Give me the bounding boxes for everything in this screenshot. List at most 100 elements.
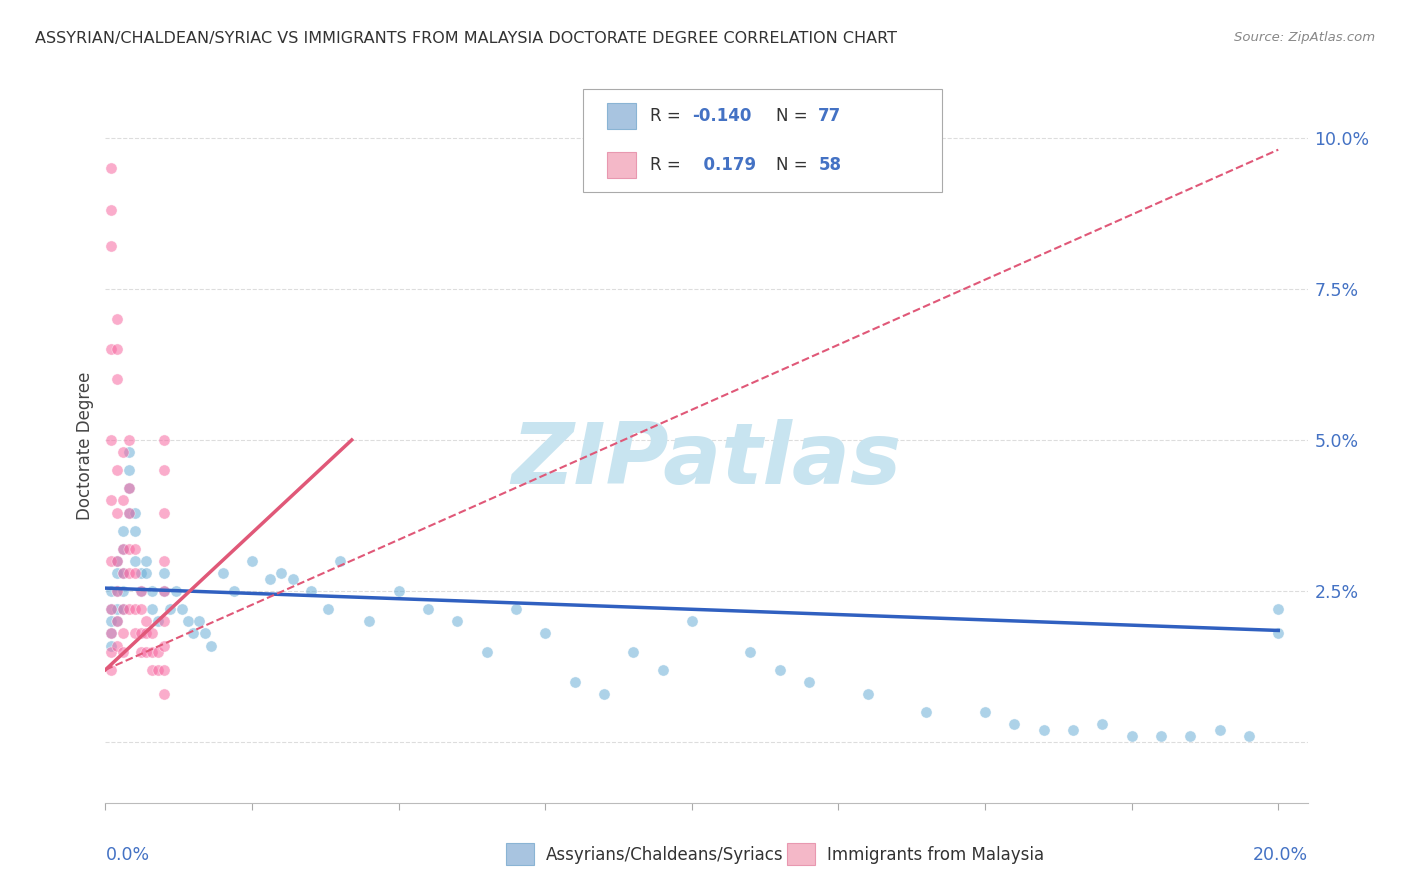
Point bbox=[112, 566, 135, 580]
Point bbox=[100, 626, 122, 640]
Point bbox=[124, 566, 146, 580]
Text: 0.0%: 0.0% bbox=[105, 846, 149, 863]
Point bbox=[129, 584, 152, 599]
Point bbox=[100, 645, 122, 659]
Point bbox=[148, 663, 170, 677]
Point bbox=[141, 602, 163, 616]
Point bbox=[153, 687, 176, 701]
Point bbox=[148, 645, 170, 659]
Text: 77: 77 bbox=[818, 107, 842, 125]
Text: R =: R = bbox=[650, 107, 686, 125]
Point bbox=[118, 481, 141, 495]
Point bbox=[1267, 626, 1289, 640]
Point bbox=[141, 645, 163, 659]
Point bbox=[141, 663, 163, 677]
Point bbox=[153, 584, 176, 599]
Point bbox=[856, 687, 879, 701]
Point bbox=[100, 433, 122, 447]
Point bbox=[124, 524, 146, 538]
Point bbox=[165, 584, 187, 599]
Point bbox=[105, 615, 128, 629]
Point bbox=[100, 584, 122, 599]
Point bbox=[1002, 717, 1025, 731]
Point bbox=[124, 506, 146, 520]
Point bbox=[105, 312, 128, 326]
Point bbox=[224, 584, 246, 599]
Point bbox=[112, 445, 135, 459]
Point bbox=[100, 615, 122, 629]
Point bbox=[100, 602, 122, 616]
Point bbox=[1032, 723, 1054, 738]
Point bbox=[129, 626, 152, 640]
Point bbox=[100, 161, 122, 175]
Point bbox=[446, 615, 468, 629]
Point bbox=[105, 343, 128, 357]
Point bbox=[135, 626, 157, 640]
Text: 58: 58 bbox=[818, 156, 841, 174]
Point bbox=[259, 572, 281, 586]
Point bbox=[112, 645, 135, 659]
Point bbox=[194, 626, 217, 640]
Point bbox=[170, 602, 193, 616]
Point bbox=[564, 674, 586, 689]
Point bbox=[112, 566, 135, 580]
Point bbox=[105, 602, 128, 616]
Point bbox=[118, 602, 141, 616]
Text: R =: R = bbox=[650, 156, 686, 174]
Point bbox=[112, 602, 135, 616]
Point bbox=[100, 626, 122, 640]
Point bbox=[112, 626, 135, 640]
Point bbox=[100, 493, 122, 508]
Point bbox=[100, 203, 122, 218]
Point bbox=[135, 554, 157, 568]
Point bbox=[129, 584, 152, 599]
Point bbox=[124, 626, 146, 640]
Text: -0.140: -0.140 bbox=[692, 107, 751, 125]
Y-axis label: Doctorate Degree: Doctorate Degree bbox=[76, 372, 94, 520]
Point bbox=[681, 615, 703, 629]
Point bbox=[359, 615, 381, 629]
Point bbox=[105, 372, 128, 386]
Point bbox=[1180, 729, 1202, 743]
Point bbox=[105, 554, 128, 568]
Point bbox=[270, 566, 292, 580]
Point bbox=[1062, 723, 1084, 738]
Point bbox=[1150, 729, 1173, 743]
Point bbox=[1121, 729, 1143, 743]
Point bbox=[316, 602, 339, 616]
Point bbox=[159, 602, 181, 616]
Point bbox=[505, 602, 527, 616]
Text: Immigrants from Malaysia: Immigrants from Malaysia bbox=[827, 846, 1043, 863]
Point bbox=[153, 584, 176, 599]
Point bbox=[118, 445, 141, 459]
Point bbox=[915, 705, 938, 719]
Point bbox=[129, 566, 152, 580]
Point bbox=[100, 602, 122, 616]
Point bbox=[211, 566, 233, 580]
Point bbox=[621, 645, 644, 659]
Point bbox=[100, 343, 122, 357]
Point bbox=[105, 615, 128, 629]
Point bbox=[118, 433, 141, 447]
Point bbox=[100, 639, 122, 653]
Point bbox=[141, 584, 163, 599]
Point bbox=[797, 674, 820, 689]
Point bbox=[118, 541, 141, 556]
Point bbox=[240, 554, 263, 568]
Point bbox=[769, 663, 792, 677]
Text: N =: N = bbox=[776, 107, 813, 125]
Point bbox=[153, 463, 176, 477]
Point bbox=[105, 506, 128, 520]
Point bbox=[740, 645, 762, 659]
Point bbox=[100, 663, 122, 677]
Point bbox=[153, 663, 176, 677]
Point bbox=[118, 506, 141, 520]
Point bbox=[118, 506, 141, 520]
Point bbox=[118, 566, 141, 580]
Point bbox=[105, 639, 128, 653]
Point bbox=[183, 626, 205, 640]
Point bbox=[124, 554, 146, 568]
Point bbox=[135, 615, 157, 629]
Point bbox=[135, 566, 157, 580]
Point bbox=[200, 639, 222, 653]
